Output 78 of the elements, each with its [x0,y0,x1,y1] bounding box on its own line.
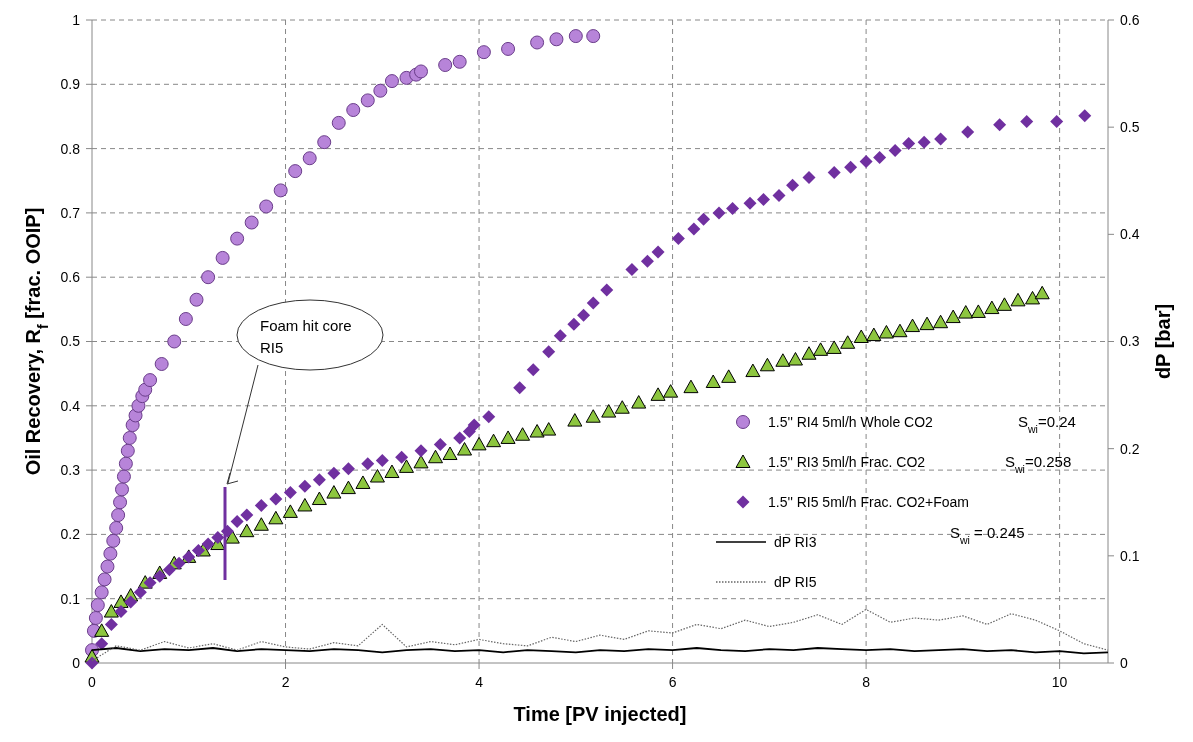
x-tick-label: 8 [862,674,871,690]
point [501,41,516,56]
point [167,334,182,349]
annotation: S$_{wi}$ = 0.245 [950,524,1025,546]
point [413,64,428,79]
point [230,231,245,246]
y-tick-label: 0 [72,654,81,671]
point [118,456,133,471]
legend-label: 1.5'' RI5 5ml/h Frac. CO2+Foam [768,493,970,510]
y-tick-label: 0.2 [60,526,81,543]
y2-tick-label: 0.3 [1120,333,1140,350]
point [88,610,103,625]
point [120,443,135,458]
point [103,546,118,561]
point [331,115,346,130]
point [273,183,288,198]
y2-tick-label: 0 [1120,654,1128,671]
point [97,572,112,587]
point [530,35,545,50]
point [106,533,121,548]
point [115,482,129,497]
legend-label: dP RI5 [774,573,817,590]
point [317,135,332,150]
point [373,83,388,98]
point [346,103,361,118]
annotation: S$_{wi}$=0.258 [1005,453,1072,475]
x-tick-label: 6 [668,674,677,690]
point [302,151,317,166]
point [100,559,115,574]
point [259,199,274,214]
point [452,54,467,69]
point [201,270,216,285]
point [384,74,399,89]
point [215,250,230,265]
y-tick-label: 1 [72,11,81,28]
annotation: S$_{wi}$=0.24 [1018,413,1076,435]
y-tick-label: 0.8 [60,140,81,157]
point [244,215,259,230]
y-tick-label: 0.6 [60,269,81,286]
y-tick-label: 0.9 [60,76,81,93]
y2-tick-label: 0.2 [1120,440,1140,457]
point [586,29,601,44]
y2-tick-label: 0.4 [1120,226,1140,243]
legend-label: 1.5'' RI3 5ml/h Frac. CO2 [768,453,926,470]
point [476,45,491,60]
point [154,357,169,372]
point [360,93,375,108]
y-tick-label: 0.4 [60,397,81,414]
annotation: Foam hit core RI5 [260,317,352,356]
x-tick-label: 0 [88,674,97,690]
point [178,312,193,326]
y2-tick-label: 0.5 [1120,119,1140,136]
point [113,495,128,510]
point [568,29,583,44]
x-tick-label: 4 [475,674,484,690]
x-axis-title: Time [PV injected] [513,703,687,725]
point [288,164,303,179]
point [189,292,204,307]
y2-tick-label: 0.6 [1120,11,1140,28]
y2-tick-label: 0.1 [1120,547,1140,564]
point [549,32,564,47]
y-tick-label: 0.3 [60,462,81,478]
point [111,508,126,523]
point [143,373,158,388]
point [116,469,131,484]
legend-label: 1.5'' RI4 5ml/h Whole CO2 [768,413,934,430]
point [438,58,453,73]
point [90,598,105,613]
point [109,520,124,535]
point [94,585,109,600]
x-tick-label: 2 [281,674,290,690]
y-tick-label: 0.7 [60,204,81,221]
point [122,430,137,445]
y-tick-label: 0.5 [60,333,81,350]
legend-label: dP RI3 [774,533,817,550]
y2-axis-title: dP [bar] [1152,303,1174,380]
y-tick-label: 0.1 [60,590,81,607]
x-tick-label: 10 [1051,674,1068,690]
